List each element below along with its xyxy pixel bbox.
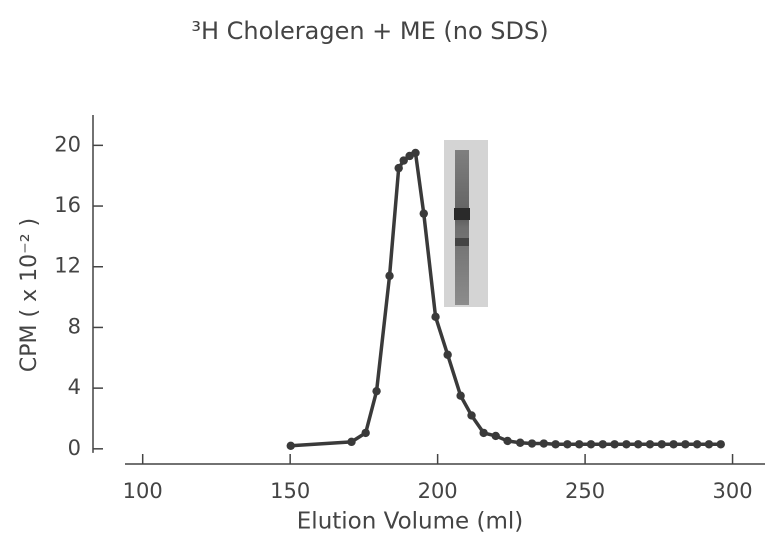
data-point xyxy=(503,436,512,446)
data-point xyxy=(539,439,549,448)
y-tick-label: 20 xyxy=(54,132,81,156)
data-point xyxy=(516,438,525,447)
x-tick-label: 150 xyxy=(270,479,310,503)
data-point xyxy=(633,440,643,449)
data-point xyxy=(399,156,408,165)
data-point xyxy=(456,391,465,400)
data-point xyxy=(669,440,678,449)
data-line xyxy=(290,151,721,448)
data-point xyxy=(610,440,619,449)
data-point xyxy=(372,386,381,396)
x-axis-label: Elution Volume (ml) xyxy=(297,509,523,535)
y-tick-label: 16 xyxy=(54,193,81,217)
data-point xyxy=(347,437,356,447)
x-tick-label: 300 xyxy=(713,479,753,503)
data-point xyxy=(491,431,500,441)
data-point xyxy=(716,440,725,449)
data-point xyxy=(419,209,428,218)
data-point xyxy=(467,411,476,420)
data-point xyxy=(563,440,572,449)
y-axis-label: CPM ( x 10⁻² ) xyxy=(17,218,42,372)
data-point xyxy=(704,440,714,449)
y-tick-label: 8 xyxy=(68,314,81,338)
y-tick-label: 4 xyxy=(68,375,81,399)
chart-title: ³H Choleragen + ME (no SDS) xyxy=(191,17,548,45)
data-point xyxy=(443,350,452,359)
y-tick-label: 0 xyxy=(68,436,81,460)
data-point xyxy=(551,440,560,449)
gel-inset xyxy=(444,140,488,307)
data-point xyxy=(692,440,702,449)
data-point xyxy=(527,439,537,448)
data-point xyxy=(645,440,655,449)
data-point xyxy=(574,440,584,449)
data-point xyxy=(286,441,295,450)
data-point xyxy=(657,440,666,449)
data-point xyxy=(394,163,403,173)
x-tick-label: 100 xyxy=(123,479,163,503)
data-point xyxy=(411,148,420,158)
data-point xyxy=(479,428,488,438)
data-point xyxy=(622,440,631,449)
data-point xyxy=(361,428,370,438)
data-point xyxy=(431,312,440,322)
x-tick-label: 200 xyxy=(418,479,458,503)
y-tick-label: 12 xyxy=(54,254,81,278)
data-point xyxy=(586,440,596,449)
data-point xyxy=(385,271,394,281)
data-point xyxy=(598,440,607,449)
data-point xyxy=(681,440,690,449)
x-tick-label: 250 xyxy=(565,479,605,503)
